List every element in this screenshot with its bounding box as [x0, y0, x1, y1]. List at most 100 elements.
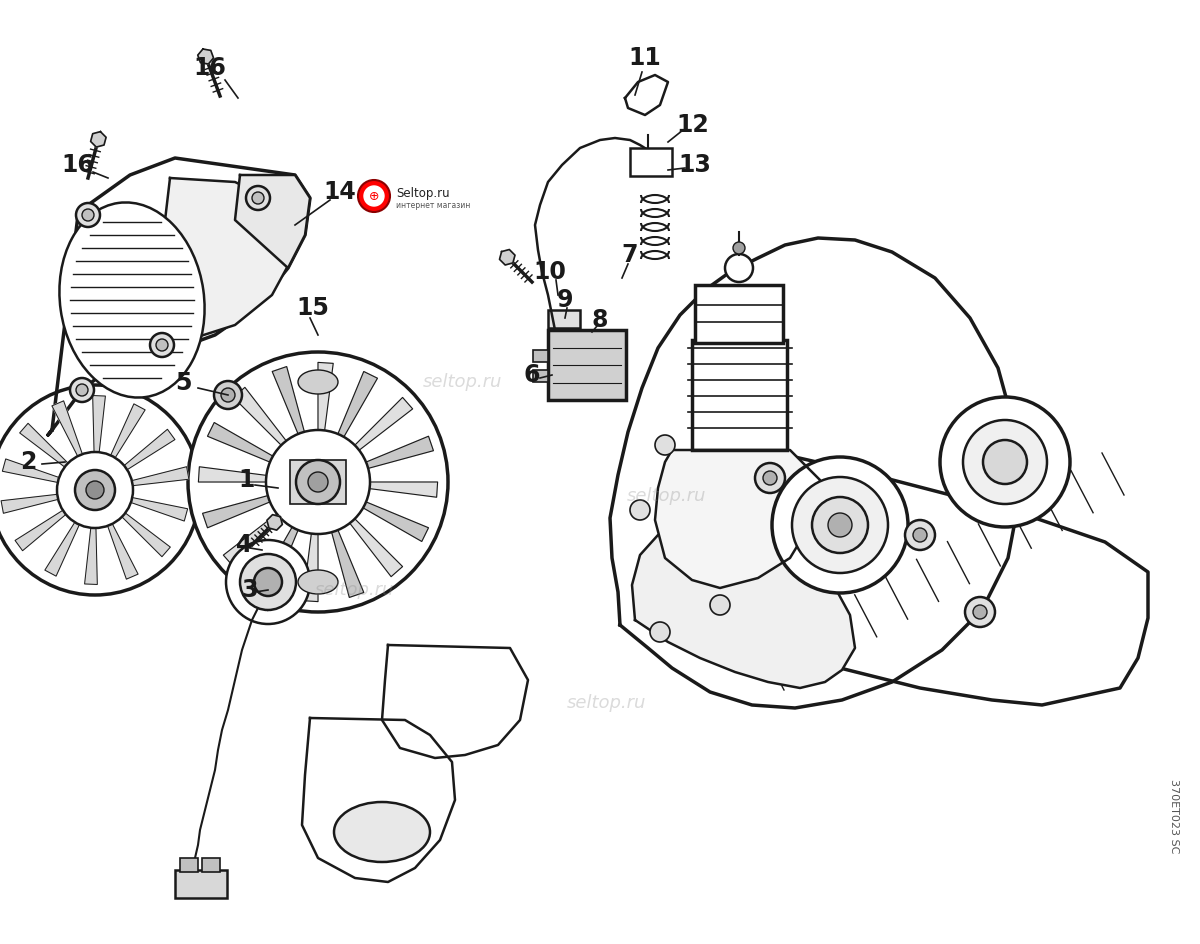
- Text: seltop.ru: seltop.ru: [626, 486, 706, 505]
- Polygon shape: [318, 362, 334, 430]
- Polygon shape: [266, 514, 282, 531]
- Text: 1: 1: [239, 468, 256, 492]
- Polygon shape: [48, 158, 310, 435]
- Circle shape: [763, 471, 778, 485]
- Text: интернет магазин: интернет магазин: [396, 201, 470, 211]
- Polygon shape: [110, 404, 145, 458]
- Polygon shape: [370, 482, 438, 497]
- Circle shape: [905, 520, 935, 550]
- Polygon shape: [272, 366, 305, 434]
- Circle shape: [76, 203, 100, 227]
- Polygon shape: [132, 466, 188, 485]
- Polygon shape: [364, 502, 428, 542]
- Polygon shape: [258, 527, 298, 593]
- Bar: [533, 370, 548, 382]
- Text: seltop.ru: seltop.ru: [422, 373, 502, 392]
- Bar: [692, 340, 787, 450]
- Ellipse shape: [298, 370, 338, 394]
- Polygon shape: [234, 387, 287, 446]
- Circle shape: [86, 481, 104, 499]
- Circle shape: [188, 352, 448, 612]
- Bar: [175, 870, 227, 898]
- Circle shape: [983, 440, 1027, 484]
- Text: 12: 12: [677, 113, 709, 137]
- Polygon shape: [158, 178, 295, 340]
- Circle shape: [913, 528, 928, 542]
- Polygon shape: [738, 448, 1148, 705]
- Text: seltop.ru: seltop.ru: [566, 694, 646, 713]
- Text: 4: 4: [236, 533, 252, 557]
- Polygon shape: [302, 718, 455, 882]
- Ellipse shape: [254, 568, 282, 596]
- Text: 10: 10: [534, 260, 566, 284]
- Text: 15: 15: [296, 296, 330, 320]
- Polygon shape: [382, 645, 528, 758]
- Circle shape: [965, 597, 995, 627]
- Polygon shape: [108, 524, 138, 579]
- Polygon shape: [122, 513, 170, 557]
- Polygon shape: [223, 514, 281, 566]
- Ellipse shape: [60, 202, 204, 397]
- Ellipse shape: [334, 802, 430, 862]
- Polygon shape: [52, 401, 83, 456]
- Circle shape: [156, 339, 168, 351]
- Polygon shape: [632, 520, 854, 688]
- Polygon shape: [655, 450, 820, 588]
- Text: 7: 7: [622, 243, 638, 267]
- Text: 14: 14: [324, 180, 356, 204]
- Polygon shape: [131, 497, 187, 521]
- Circle shape: [82, 209, 94, 221]
- Text: 13: 13: [678, 153, 712, 177]
- Circle shape: [940, 397, 1070, 527]
- Text: 11: 11: [629, 46, 661, 70]
- Bar: [533, 350, 548, 362]
- Polygon shape: [338, 372, 378, 437]
- Polygon shape: [302, 533, 318, 601]
- Text: 5: 5: [175, 371, 191, 395]
- Polygon shape: [2, 459, 59, 482]
- Circle shape: [358, 180, 390, 212]
- Ellipse shape: [240, 554, 296, 610]
- Circle shape: [296, 460, 340, 504]
- Polygon shape: [355, 397, 413, 450]
- Circle shape: [755, 463, 785, 493]
- Polygon shape: [198, 49, 214, 64]
- Circle shape: [964, 420, 1046, 504]
- Polygon shape: [349, 519, 402, 577]
- Circle shape: [150, 333, 174, 357]
- Ellipse shape: [221, 388, 235, 402]
- Bar: [548, 330, 626, 400]
- Circle shape: [630, 500, 650, 520]
- Circle shape: [0, 385, 200, 595]
- Circle shape: [792, 477, 888, 573]
- Ellipse shape: [226, 540, 310, 624]
- Polygon shape: [85, 528, 97, 584]
- Circle shape: [710, 595, 730, 615]
- Polygon shape: [331, 530, 364, 598]
- Polygon shape: [208, 423, 272, 463]
- Circle shape: [725, 254, 754, 282]
- Circle shape: [246, 186, 270, 210]
- Circle shape: [308, 472, 328, 492]
- Bar: [630, 148, 672, 176]
- Polygon shape: [625, 75, 668, 115]
- Text: Seltop.ru: Seltop.ru: [396, 188, 450, 200]
- Polygon shape: [124, 430, 175, 470]
- Polygon shape: [92, 396, 106, 452]
- Text: seltop.ru: seltop.ru: [314, 581, 394, 599]
- Text: 16: 16: [61, 153, 95, 177]
- Circle shape: [76, 384, 88, 396]
- Text: ⊕: ⊕: [368, 190, 379, 203]
- Circle shape: [772, 457, 908, 593]
- Circle shape: [74, 470, 115, 510]
- Polygon shape: [44, 522, 79, 576]
- Text: 9: 9: [557, 288, 574, 312]
- Circle shape: [252, 192, 264, 204]
- Text: 16: 16: [193, 56, 227, 80]
- Circle shape: [828, 513, 852, 537]
- Bar: [548, 310, 580, 328]
- Polygon shape: [91, 131, 106, 147]
- Text: 370ET023 SC: 370ET023 SC: [1169, 780, 1178, 853]
- Ellipse shape: [214, 381, 242, 409]
- Circle shape: [973, 605, 986, 619]
